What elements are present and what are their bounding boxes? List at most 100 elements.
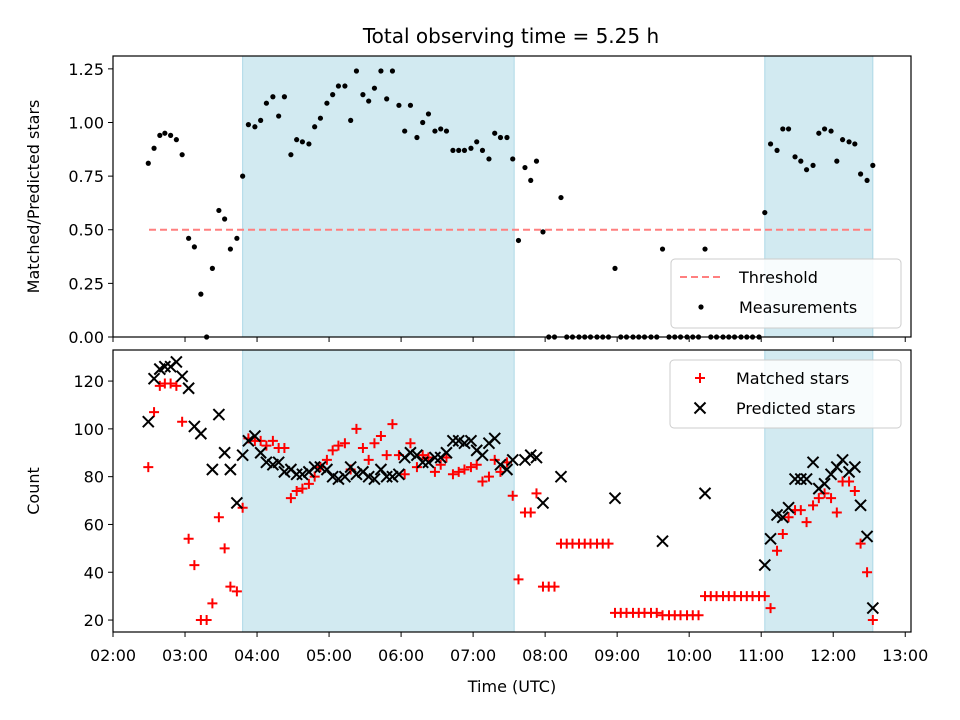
axes-frame [112,55,912,338]
measurement-point [179,152,185,158]
observing-window [242,55,515,338]
measurement-point [378,68,384,74]
measurement-point [450,147,456,153]
matched-star-point [405,438,416,449]
predicted-star-point [380,470,393,483]
measurement-point [384,96,390,102]
predicted-star-point [860,530,874,543]
measurement-point [371,85,378,91]
matched-star-point [375,431,386,442]
matched-star-point [429,466,440,477]
matched-star-point [441,452,452,463]
matched-star-point [225,581,236,592]
x-tick-label: 08:00 [522,646,568,665]
predicted-star-point [608,491,622,505]
y-tick-label: 40 [84,563,104,582]
matched-star-point [339,438,350,449]
predicted-star-point [530,451,543,464]
matched-star-point [369,438,380,449]
measurement-point [474,139,480,145]
measurement-point [798,158,804,164]
matched-star-point [525,507,536,518]
measurement-point [270,94,276,100]
measurement-point [414,134,420,141]
predicted-star-point [212,408,226,421]
x-tick-label: 07:00 [450,646,496,665]
predicted-star-point [818,477,831,491]
matched-star-point [801,517,812,528]
legend-measurement-swatch [698,304,704,310]
y-tick-label: 1.00 [68,113,104,132]
measurement-point [659,246,666,252]
matched-star-point [327,445,338,456]
measurement-point [263,100,270,106]
matched-star-point [813,493,824,504]
matched-star-point [297,483,308,494]
measurement-point [366,98,372,104]
measurement-point [774,147,780,153]
matched-star-point [651,607,662,618]
matched-star-point [154,380,165,391]
matched-star-point [483,471,494,482]
measurement-point [456,147,462,153]
chart-title: Total observing time = 5.25 h [362,24,659,48]
measurement-point [834,158,840,164]
measurement-point [558,194,564,201]
predicted-star-point [175,370,189,383]
predicted-star-point [242,434,255,448]
measurement-point [533,158,540,164]
measurement-point [702,246,708,252]
matched-star-point [189,560,200,571]
measurement-point [780,126,786,132]
measurement-point [762,209,768,216]
predicted-star-point [314,460,327,474]
x-tick-label: 06:00 [378,646,424,665]
predicted-star-point [782,501,795,514]
matched-star-point [783,512,794,523]
bottom-panel: 20 40 60 80 100 120 02:00 03:00 04:00 05:00 06:00 0… [24,349,928,696]
measurement-point [810,162,816,168]
y-tick-label: 60 [84,515,104,534]
matched-star-point [231,586,242,597]
predicted-star-point [698,487,712,500]
matched-star-point [291,486,302,496]
measurement-point [522,164,528,171]
matched-star-point [381,450,392,461]
axes-frame [112,349,912,633]
measurement-point [803,167,810,173]
predicted-star-point [290,468,303,481]
predicted-star-point [836,453,849,467]
measurement-point [486,156,492,162]
matched-star-point [149,407,160,418]
matched-star-point [213,512,224,523]
measurement-point [151,145,157,151]
matched-star-point [351,423,362,434]
y-tick-label: 100 [73,420,104,439]
y-tick-label: 0.50 [68,221,104,240]
predicted-star-point [554,470,568,483]
measurement-point [407,102,414,108]
measurement-point [234,235,240,241]
measurement-point [864,177,870,184]
measurement-point [443,128,450,134]
predicted-star-point [416,456,429,469]
y-tick-label: 0.00 [68,328,104,347]
predicted-star-point [446,434,460,448]
measurement-point [157,132,163,138]
y-axis-label: Count [24,467,43,515]
y-tick-label: 1.25 [68,60,104,79]
x-tick-label: 10:00 [666,646,712,665]
y-tick-label: 0.25 [68,274,104,293]
matched-star-point [549,581,560,592]
measurement-point [240,173,246,179]
matched-star-point [177,416,188,427]
predicted-star-point [350,468,363,481]
x-tick-label: 12:00 [810,646,856,665]
measurement-point [870,162,876,168]
matched-star-point [207,598,218,609]
matched-star-point [285,493,296,504]
predicted-star-point [536,496,550,510]
predicted-star-point [206,463,219,476]
measurement-point [425,111,432,117]
matched-star-point [183,533,194,544]
